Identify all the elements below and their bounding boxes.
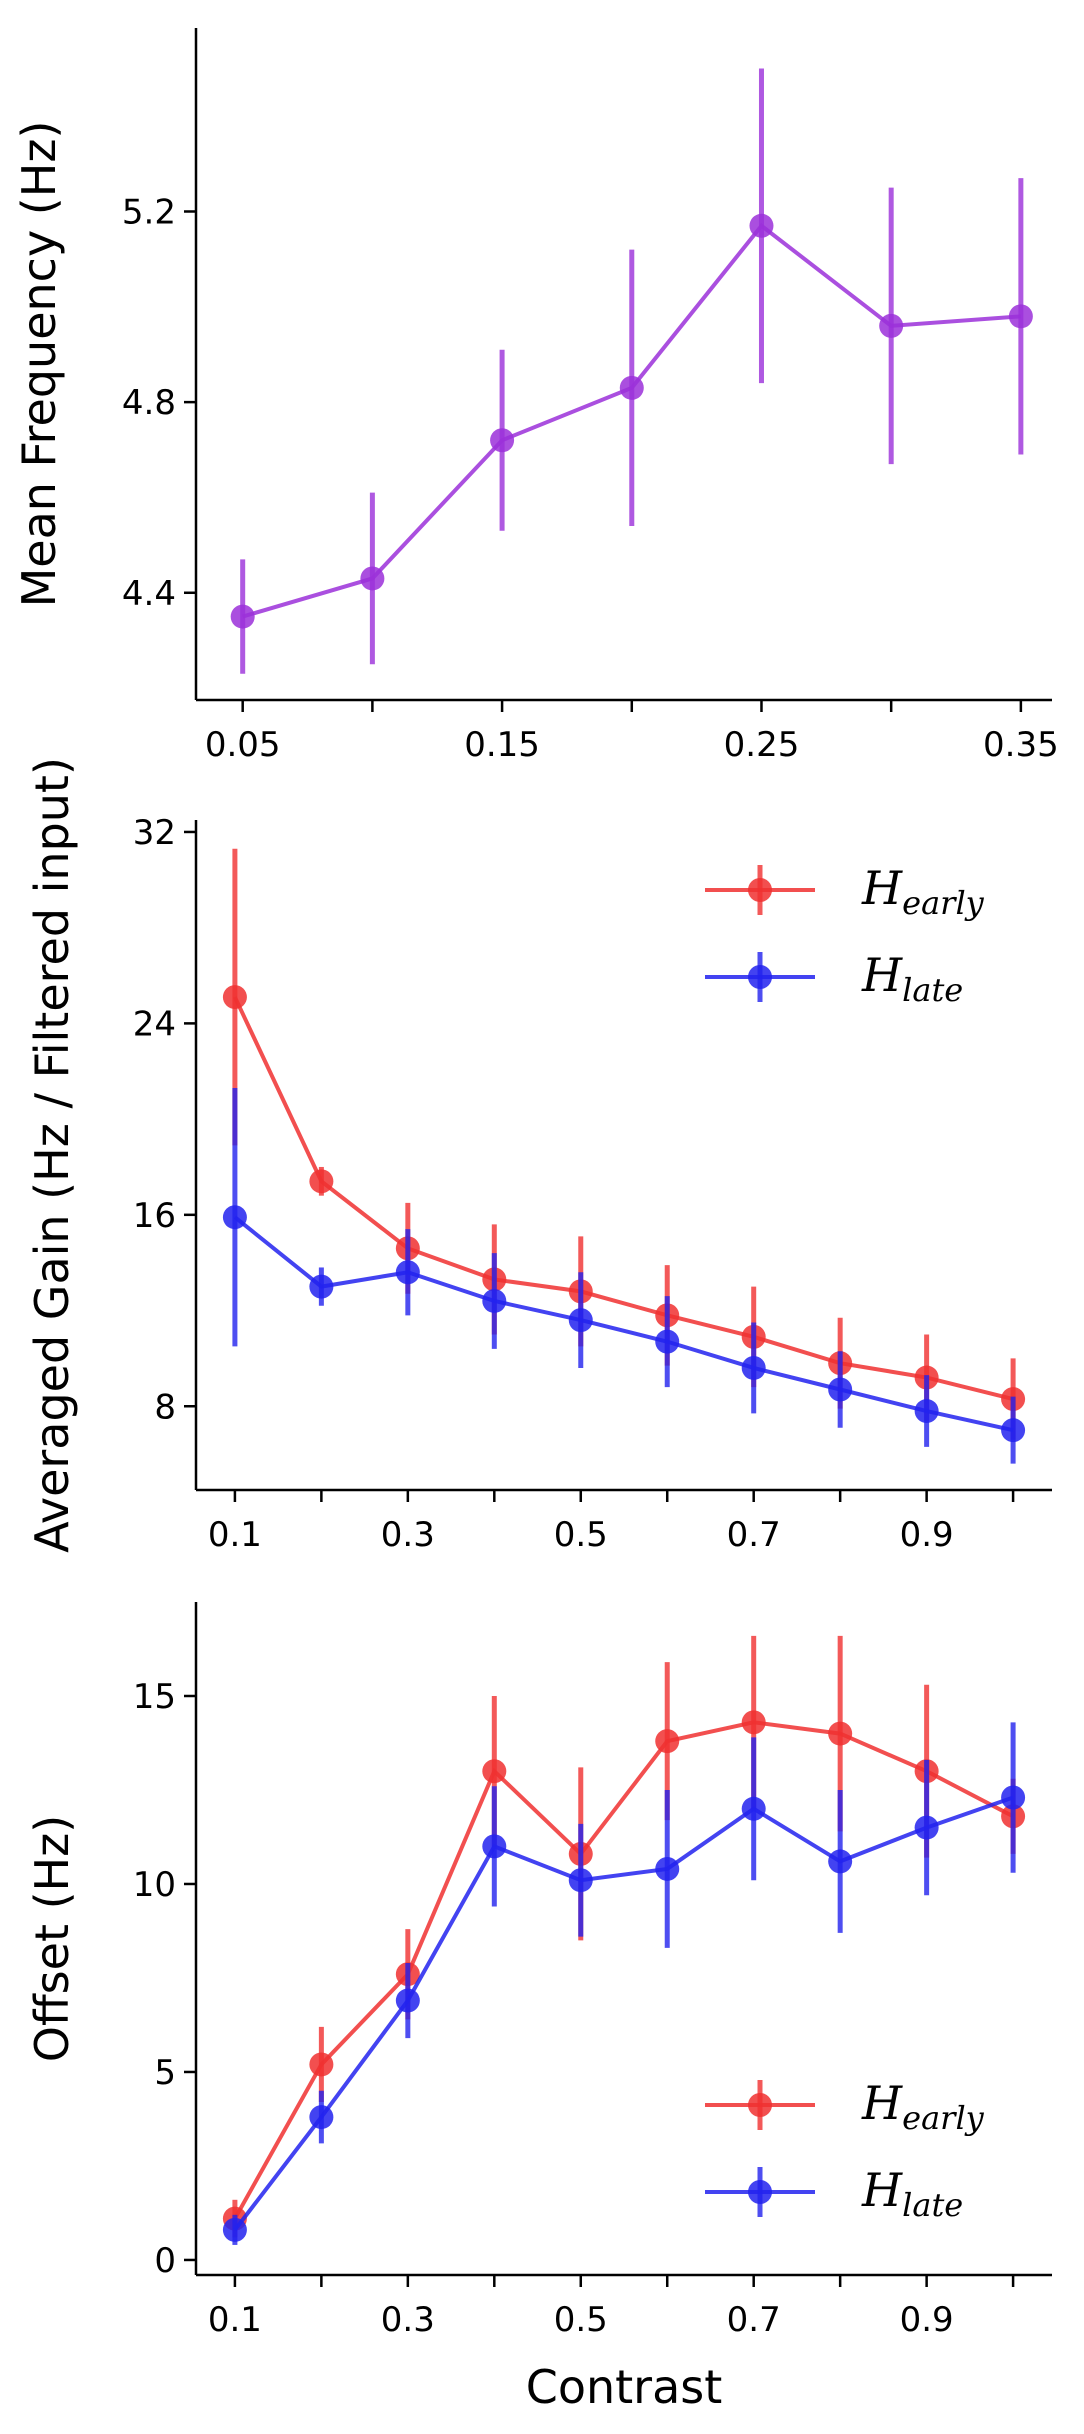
data-point xyxy=(1008,304,1033,329)
y-axis-label: Offset (Hz) xyxy=(25,1815,79,2062)
data-point xyxy=(828,1377,853,1402)
y-tick-label: 4.8 xyxy=(122,383,176,423)
y-tick-label: 5 xyxy=(154,2053,176,2093)
y-tick-label: 15 xyxy=(133,1677,176,1717)
data-point xyxy=(309,1169,334,1194)
legend-label-subscript: late xyxy=(902,971,963,1009)
data-point xyxy=(482,1288,507,1313)
y-tick-label: 16 xyxy=(133,1196,176,1236)
data-point xyxy=(1001,1418,1026,1443)
x-axis-label: Contrast xyxy=(526,2360,723,2414)
data-point xyxy=(395,1988,420,2013)
legend-label: Hlate xyxy=(861,2163,963,2224)
data-point xyxy=(655,1856,680,1881)
data-point xyxy=(309,2105,334,2130)
data-point xyxy=(222,2217,247,2242)
series-early xyxy=(222,1635,1026,2238)
data-point xyxy=(482,1759,507,1784)
legend-marker xyxy=(748,965,772,989)
legend-label-h: H xyxy=(861,861,903,915)
data-point xyxy=(749,213,774,238)
data-point xyxy=(568,1868,593,1893)
data-point xyxy=(741,1355,766,1380)
data-point xyxy=(1001,1785,1026,1810)
y-axis-label: Averaged Gain (Hz / Filtered input) xyxy=(25,757,79,1553)
data-point xyxy=(222,1205,247,1230)
chart-panel-1: 0.05 0.15 0.25 0.35 4.4 4.8 5.2 Mean Frequency … xyxy=(12,28,1059,765)
data-point xyxy=(828,1721,853,1746)
y-axis-label: Mean Frequency (Hz) xyxy=(12,121,66,608)
data-point xyxy=(655,1729,680,1754)
series-1 xyxy=(230,68,1033,674)
y-tick-label: 5.2 xyxy=(122,192,176,232)
legend-label-h: H xyxy=(861,948,903,1002)
legend-label-subscript: early xyxy=(902,884,985,922)
chart-panel-3: 0.1 0.3 0.5 0.7 0.9 0 5 10 15 Offset (Hz) Contrast… xyxy=(25,1602,1052,2414)
series-late xyxy=(222,1722,1026,2245)
data-point xyxy=(879,313,904,338)
data-point xyxy=(828,1849,853,1874)
y-tick-label: 4.4 xyxy=(122,574,176,614)
data-point xyxy=(619,375,644,400)
x-tick-label: 0.3 xyxy=(381,1515,435,1555)
x-tick-label: 0.9 xyxy=(900,2300,954,2340)
x-tick-label: 0.15 xyxy=(464,725,540,765)
legend-label: Hlate xyxy=(861,948,963,1009)
legend-label: Hearly xyxy=(861,2076,985,2137)
x-tick-label: 0.1 xyxy=(208,1515,262,1555)
data-point xyxy=(360,566,385,591)
x-tick-label: 0.5 xyxy=(554,1515,608,1555)
data-point xyxy=(395,1260,420,1285)
y-tick-label: 10 xyxy=(133,1865,176,1905)
series-early xyxy=(222,848,1026,1440)
data-point xyxy=(309,2052,334,2077)
y-tick-label: 24 xyxy=(133,1004,176,1044)
y-tick-label: 32 xyxy=(133,813,176,853)
series-line xyxy=(233,1215,1014,1433)
data-point xyxy=(490,428,515,453)
series-late xyxy=(222,1088,1026,1464)
series-line xyxy=(233,996,1014,1402)
series-line xyxy=(233,1795,1014,2232)
y-tick-label: 8 xyxy=(154,1387,176,1427)
data-point xyxy=(914,1399,939,1424)
data-point xyxy=(914,1815,939,1840)
data-point xyxy=(230,604,255,629)
legend-marker xyxy=(748,878,772,902)
x-tick-label: 0.3 xyxy=(381,2300,435,2340)
legend-label-h: H xyxy=(861,2163,903,2217)
x-tick-label: 0.7 xyxy=(727,1515,781,1555)
data-point xyxy=(309,1274,334,1299)
data-point xyxy=(222,985,247,1010)
data-point xyxy=(655,1329,680,1354)
y-tick-label: 0 xyxy=(154,2241,176,2281)
data-point xyxy=(741,1796,766,1821)
legend-label-subscript: late xyxy=(902,2186,963,2224)
x-tick-label: 0.1 xyxy=(208,2300,262,2340)
x-tick-label: 0.5 xyxy=(554,2300,608,2340)
x-tick-label: 0.35 xyxy=(983,725,1059,765)
legend-label: Hearly xyxy=(861,861,985,922)
data-point xyxy=(568,1308,593,1333)
data-point xyxy=(741,1710,766,1735)
legend-marker xyxy=(748,2093,772,2117)
legend-marker xyxy=(748,2180,772,2204)
x-tick-label: 0.9 xyxy=(900,1515,954,1555)
x-tick-label: 0.7 xyxy=(727,2300,781,2340)
series-line xyxy=(233,1720,1015,2220)
chart-panel-2: 0.1 0.3 0.5 0.7 0.9 8 16 24 32 Averaged Gain (Hz … xyxy=(25,757,1052,1555)
data-point xyxy=(482,1834,507,1859)
legend-label-h: H xyxy=(861,2076,903,2130)
x-tick-label: 0.05 xyxy=(205,725,281,765)
x-tick-label: 0.25 xyxy=(724,725,800,765)
legend-label-subscript: early xyxy=(902,2099,985,2137)
